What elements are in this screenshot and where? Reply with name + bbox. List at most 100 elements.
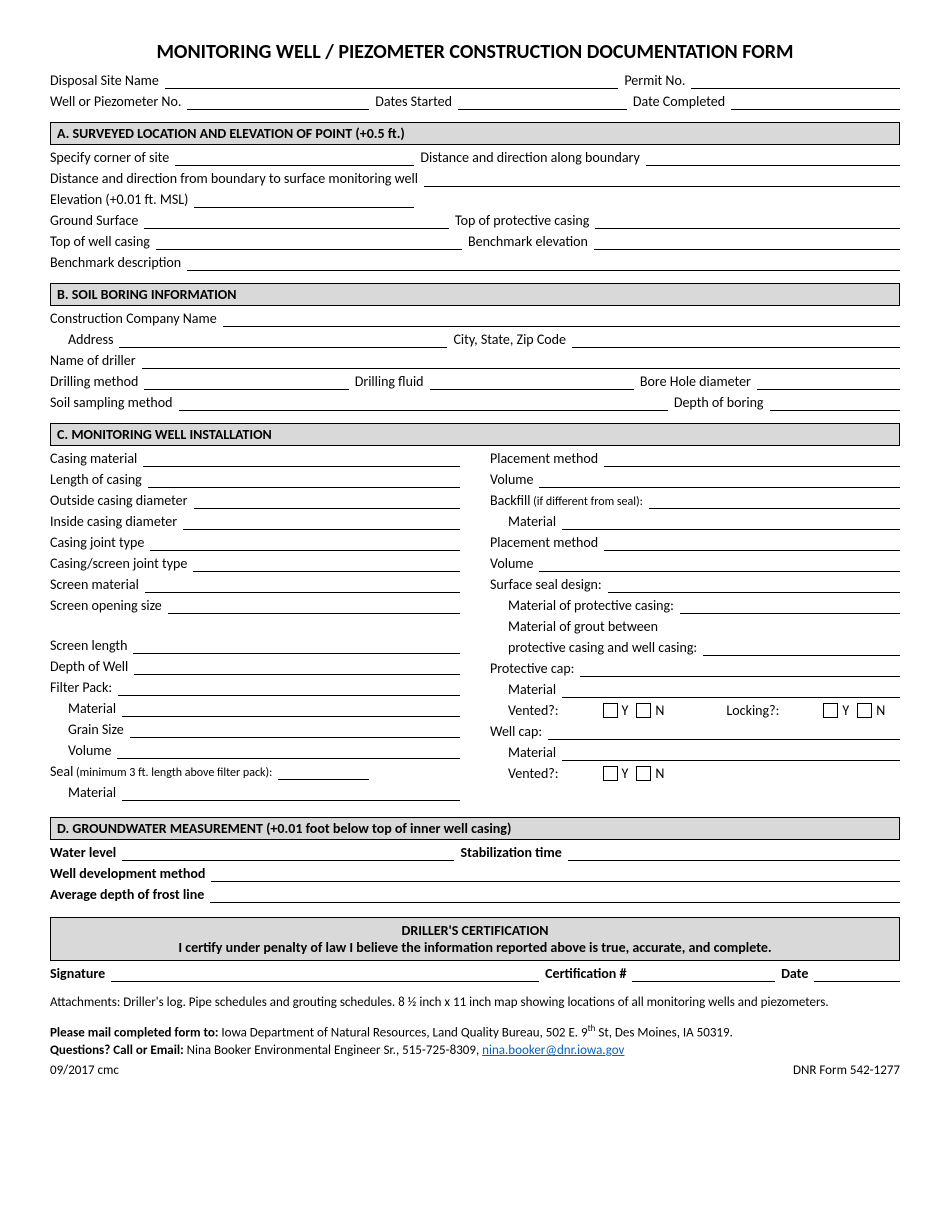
label-seal: Seal (minimum 3 ft. length above filter …: [50, 763, 272, 780]
certification-header: DRILLER'S CERTIFICATION I certify under …: [50, 917, 900, 961]
label-cert-no: Certification #: [545, 965, 626, 982]
blank-seal-material[interactable]: [122, 785, 460, 801]
header-row-1: Disposal Site Name Permit No.: [50, 72, 900, 89]
label-benchmark-desc: Benchmark description: [50, 254, 181, 271]
blank-top-well-casing[interactable]: [156, 234, 462, 250]
blank-screen-length[interactable]: [133, 638, 460, 654]
blank-mat-protective[interactable]: [680, 598, 900, 614]
blank-date-completed[interactable]: [731, 94, 900, 110]
label-drilling-method: Drilling method: [50, 373, 138, 390]
blank-frost[interactable]: [210, 887, 900, 903]
blank-ground-surface[interactable]: [144, 213, 449, 229]
blank-length-casing[interactable]: [148, 472, 460, 488]
checkbox-wc-vented-n[interactable]: [636, 766, 651, 781]
blank-soil-sampling[interactable]: [179, 395, 668, 411]
label-casing-material: Casing material: [50, 450, 137, 467]
form-number: DNR Form 542-1277: [793, 1062, 900, 1080]
blank-specify-corner[interactable]: [175, 150, 414, 166]
label-filter-pack: Filter Pack:: [50, 679, 112, 696]
label-dates-started: Dates Started: [375, 93, 452, 110]
blank-well-no[interactable]: [187, 94, 369, 110]
section-a-header: A. SURVEYED LOCATION AND ELEVATION OF PO…: [50, 122, 900, 145]
blank-casing-material[interactable]: [143, 451, 460, 467]
blank-benchmark-desc[interactable]: [187, 255, 900, 271]
checkbox-locking-y[interactable]: [823, 703, 838, 718]
label-mat-grout1: Material of grout between: [490, 618, 658, 635]
blank-screen-opening[interactable]: [168, 598, 460, 614]
checkbox-pc-vented-y[interactable]: [603, 703, 618, 718]
section-d-header: D. GROUNDWATER MEASUREMENT (+0.01 foot b…: [50, 817, 900, 840]
blank-pc-material[interactable]: [562, 682, 900, 698]
attachments-text: Attachments: Driller's log. Pipe schedul…: [50, 994, 900, 1012]
label-depth-well: Depth of Well: [50, 658, 128, 675]
blank-placement-1[interactable]: [604, 451, 900, 467]
label-soil-sampling: Soil sampling method: [50, 394, 173, 411]
blank-seal[interactable]: [278, 764, 369, 780]
blank-company[interactable]: [223, 311, 900, 327]
blank-protective-cap[interactable]: [580, 661, 900, 677]
label-screen-length: Screen length: [50, 637, 127, 654]
blank-well-dev[interactable]: [211, 866, 900, 882]
checkbox-wc-vented-y[interactable]: [603, 766, 618, 781]
blank-bf-material[interactable]: [562, 514, 900, 530]
blank-csz[interactable]: [572, 332, 900, 348]
blank-depth-boring[interactable]: [770, 395, 900, 411]
label-n: N: [655, 702, 664, 719]
label-ground-surface: Ground Surface: [50, 212, 138, 229]
questions-text: Questions? Call or Email: Nina Booker En…: [50, 1042, 900, 1060]
blank-top-protective[interactable]: [595, 213, 900, 229]
blank-well-cap[interactable]: [548, 724, 900, 740]
blank-placement-2[interactable]: [604, 535, 900, 551]
blank-outside-dia[interactable]: [194, 493, 460, 509]
email-link[interactable]: nina.booker@dnr.iowa.gov: [482, 1043, 624, 1058]
blank-drilling-method[interactable]: [144, 374, 348, 390]
blank-stab-time[interactable]: [568, 845, 900, 861]
blank-elevation[interactable]: [194, 192, 414, 208]
blank-inside-dia[interactable]: [183, 514, 460, 530]
blank-bore-hole[interactable]: [757, 374, 900, 390]
blank-wc-material[interactable]: [562, 745, 900, 761]
blank-permit-no[interactable]: [691, 73, 900, 89]
checkbox-pc-vented-n[interactable]: [636, 703, 651, 718]
blank-screen-material[interactable]: [145, 577, 460, 593]
blank-benchmark-elev[interactable]: [594, 234, 900, 250]
label-protective-cap: Protective cap:: [490, 660, 574, 677]
label-fp-material: Material: [50, 700, 116, 717]
label-fp-volume: Volume: [50, 742, 111, 759]
label-pc-vented: Vented?:: [490, 702, 559, 719]
blank-mat-grout[interactable]: [703, 640, 900, 656]
checkbox-locking-n[interactable]: [857, 703, 872, 718]
blank-date[interactable]: [814, 966, 900, 982]
label-wc-vented: Vented?:: [490, 765, 559, 782]
label-grain-size: Grain Size: [50, 721, 124, 738]
blank-casing-screen-joint[interactable]: [193, 556, 460, 572]
blank-address[interactable]: [119, 332, 447, 348]
blank-volume-1[interactable]: [539, 472, 900, 488]
label-benchmark-elev: Benchmark elevation: [468, 233, 588, 250]
blank-filter-pack[interactable]: [118, 680, 460, 696]
blank-casing-joint[interactable]: [150, 535, 460, 551]
label-date-completed: Date Completed: [633, 93, 725, 110]
blank-dates-started[interactable]: [458, 94, 627, 110]
blank-drilling-fluid[interactable]: [430, 374, 634, 390]
blank-disposal-site[interactable]: [165, 73, 619, 89]
label-water-level: Water level: [50, 844, 116, 861]
label-date: Date: [781, 965, 808, 982]
label-mat-grout2: protective casing and well casing:: [490, 639, 697, 656]
blank-cert-no[interactable]: [632, 966, 775, 982]
blank-grain-size[interactable]: [130, 722, 460, 738]
blank-fp-material[interactable]: [122, 701, 460, 717]
blank-driller[interactable]: [142, 353, 900, 369]
label-depth-boring: Depth of boring: [674, 394, 764, 411]
blank-surface-seal[interactable]: [608, 577, 900, 593]
label-placement-1: Placement method: [490, 450, 598, 467]
blank-volume-2[interactable]: [539, 556, 900, 572]
blank-dist-along[interactable]: [646, 150, 900, 166]
label-n2: N: [876, 702, 885, 719]
blank-depth-well[interactable]: [134, 659, 460, 675]
blank-backfill[interactable]: [649, 493, 900, 509]
blank-dist-from[interactable]: [424, 171, 900, 187]
blank-water-level[interactable]: [122, 845, 454, 861]
blank-fp-volume[interactable]: [117, 743, 460, 759]
blank-signature[interactable]: [111, 966, 539, 982]
